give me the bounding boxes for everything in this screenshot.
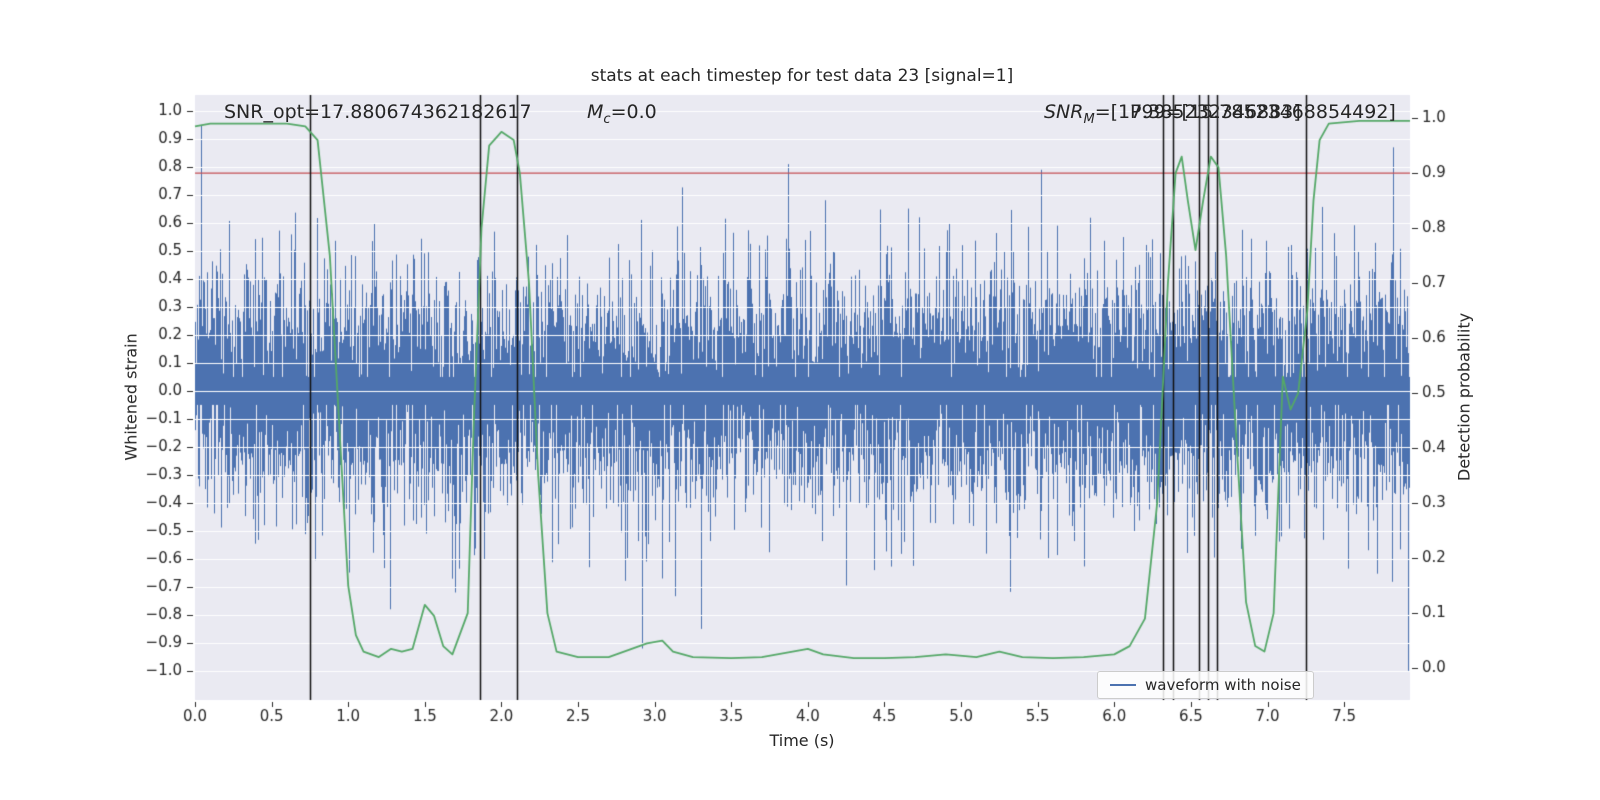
annotation-snr-matched: SNRM=[17.385232346883] xyxy=(1044,101,1301,127)
x-axis-label: Time (s) xyxy=(769,731,835,750)
snr-matched-value: =[17.385232346883] xyxy=(1094,101,1301,123)
chirp-mass-value: =0.0 xyxy=(610,101,657,123)
chirp-mass-subscript: c xyxy=(603,111,611,127)
y-axis-label-left: Whitened strain xyxy=(121,333,141,461)
snr-matched-symbol: SNR xyxy=(1044,101,1084,123)
legend-label: waveform with noise xyxy=(1145,676,1301,694)
annotation-p99: P99=[15.78523468854492] xyxy=(1130,101,1396,123)
snr-matched-subscript: M xyxy=(1083,111,1095,127)
annotation-snr-opt: SNR_opt=17.880674362182617 xyxy=(224,101,532,123)
chirp-mass-symbol: M xyxy=(587,101,604,123)
y-axis-label-right: Detection probability xyxy=(1454,312,1474,482)
legend: waveform with noise xyxy=(1097,671,1314,699)
legend-line-sample xyxy=(1110,684,1136,686)
annotation-chirp-mass: Mc=0.0 xyxy=(587,101,657,127)
chart-title: stats at each timestep for test data 23 … xyxy=(590,66,1014,86)
